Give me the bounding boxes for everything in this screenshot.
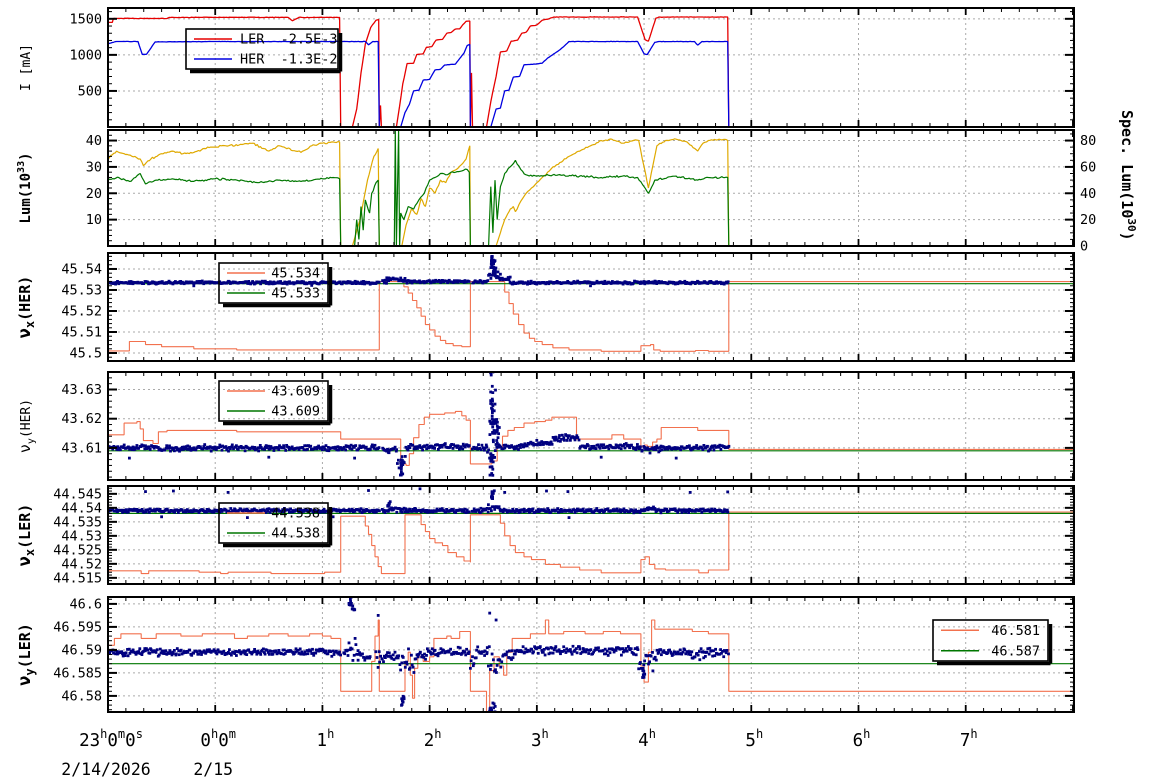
gridlines — [108, 597, 1074, 712]
ytick-label: 500 — [78, 83, 102, 99]
series-HER-current — [108, 40, 1074, 127]
ytick-label: 46.59 — [61, 642, 102, 658]
legend-nuy-LER: 46.581 46.587 — [932, 619, 1053, 666]
gridlines — [108, 486, 1074, 584]
gridlines — [108, 253, 1074, 361]
ytick-label: 46.585 — [53, 665, 102, 681]
ytick-label: 46.6 — [69, 596, 102, 612]
ytick-label: 44.545 — [53, 486, 102, 502]
legend-nux-LER: 44.538 44.538 — [218, 502, 333, 548]
panel-border — [107, 371, 1075, 481]
y-axis-title-nuy-HER: νy(HER) — [16, 399, 37, 453]
right-ytick-label: 60 — [1080, 159, 1096, 175]
ytick-label: 45.53 — [61, 282, 102, 298]
x-tick-label: 5h — [745, 727, 763, 751]
panel-luminosity: 10 20 30 40 0 20 40 60 80 Lum(1033) Spec. Lum(1030… — [16, 110, 1138, 255]
legend-label: 46.581 — [991, 623, 1040, 639]
x-tick-label: 7h — [960, 727, 978, 751]
x-axis-labels: 23h0m0s 0h0m 1h 2h 3h 4h 5h 6h 7h 2/14/2026 2/15 — [61, 727, 977, 779]
panel-nuy-LER: 46.58 46.585 46.59 46.595 46.6 46.581 46.587 νy… — [15, 596, 1075, 713]
ytick-label: 45.54 — [61, 261, 102, 277]
series-lum-specific — [108, 130, 1074, 246]
x-tick-label: 0h0m — [200, 727, 236, 751]
series-nux-ler-ref — [108, 511, 1074, 575]
ytick-label: 43.62 — [61, 411, 102, 427]
scatter-nux-LER — [108, 487, 730, 519]
right-ytick-label: 0 — [1080, 239, 1088, 255]
ytick-label: 44.52 — [61, 556, 102, 572]
right-ytick-label: 20 — [1080, 212, 1096, 228]
ytick-label: 44.515 — [53, 570, 102, 586]
panel-border — [107, 252, 1075, 362]
ytick-label: 45.51 — [61, 325, 102, 341]
ytick-label: 44.53 — [61, 528, 102, 544]
legend-label: HER -1.3E-2 — [240, 52, 338, 68]
y-axis-title-luminosity: Lum(1033) — [16, 152, 34, 223]
ytick-label: 40 — [86, 133, 102, 149]
panel-border — [107, 129, 1075, 247]
panel-nux-HER: 45.5 45.51 45.52 45.53 45.54 45.534 45.533 νx(H… — [15, 252, 1075, 362]
right-axis-title: Spec. Lum(1030) — [1118, 110, 1138, 241]
panel-beam-current: 500 1000 1500 LER -2.5E-3 HER -1.3E-2 I [mA] — [19, 7, 1075, 128]
ytick-label: 45.52 — [61, 303, 102, 319]
y-axis-title-beam-current: I [mA] — [19, 44, 34, 91]
legend-label: 45.534 — [271, 266, 320, 282]
series-luminosity — [108, 130, 1074, 246]
series-nux-her-ref — [108, 281, 1074, 352]
scatter-nux-HER — [108, 255, 730, 288]
x-tick-label: 4h — [638, 727, 656, 751]
legend-label: 46.587 — [991, 643, 1040, 659]
right-ytick-label: 40 — [1080, 186, 1096, 202]
date-label: 2/15 — [193, 760, 233, 779]
y-axis-title-nuy-LER: νy(LER) — [15, 623, 37, 686]
legend-label: LER -2.5E-3 — [240, 32, 338, 48]
legend-label: 45.533 — [271, 286, 320, 302]
legend-label: 44.538 — [271, 526, 320, 542]
scatter-nuy-LER — [108, 597, 730, 712]
x-tick-label: 6h — [853, 727, 871, 751]
y-axis-title-nux-LER: νx(LER) — [15, 504, 37, 567]
x-tick-label: 23h0m0s — [79, 727, 143, 751]
y-axis-title-nux-HER: νx(HER) — [15, 276, 37, 339]
legend-beam-current: LER -2.5E-3 HER -1.3E-2 — [185, 28, 343, 74]
scatter-nuy-HER — [108, 372, 731, 477]
legend-nuy-HER: 43.609 43.609 — [218, 380, 333, 426]
legend-label: 43.609 — [271, 384, 320, 400]
ytick-label: 20 — [86, 186, 102, 202]
date-label: 2/14/2026 — [61, 760, 150, 779]
ytick-label: 1500 — [69, 11, 102, 27]
ytick-label: 46.595 — [53, 619, 102, 635]
gridlines — [108, 8, 1074, 127]
ytick-label: 44.525 — [53, 542, 102, 558]
series-nuy-ler-ref — [108, 619, 1074, 712]
ytick-label: 44.535 — [53, 514, 102, 530]
series-lum-absolute — [108, 138, 1074, 246]
series-LER-current — [108, 16, 1074, 127]
ytick-label: 43.63 — [61, 382, 102, 398]
legend-nux-HER: 45.534 45.533 — [218, 262, 333, 308]
x-tick-label: 1h — [317, 727, 335, 751]
ytick-label: 45.5 — [69, 346, 102, 362]
panel-nuy-HER: 43.61 43.62 43.63 43.609 43.609 νy(HER) — [16, 371, 1075, 481]
ytick-label: 46.58 — [61, 688, 102, 704]
legend-label: 43.609 — [271, 404, 320, 420]
legend-label: 44.538 — [271, 506, 320, 522]
x-tick-label: 3h — [531, 727, 549, 751]
right-ytick-label: 80 — [1080, 133, 1096, 149]
series-nuy-LER — [108, 619, 1074, 712]
panel-border — [107, 596, 1075, 713]
ytick-label: 30 — [86, 159, 102, 175]
ytick-label: 43.61 — [61, 440, 102, 456]
series-beam-current — [108, 16, 1074, 127]
panel-border — [107, 485, 1075, 585]
x-tick-label: 2h — [424, 727, 442, 751]
ytick-label: 44.54 — [61, 500, 102, 516]
ytick-label: 10 — [86, 212, 102, 228]
panel-border — [107, 7, 1075, 128]
ytick-label: 1000 — [69, 47, 102, 63]
